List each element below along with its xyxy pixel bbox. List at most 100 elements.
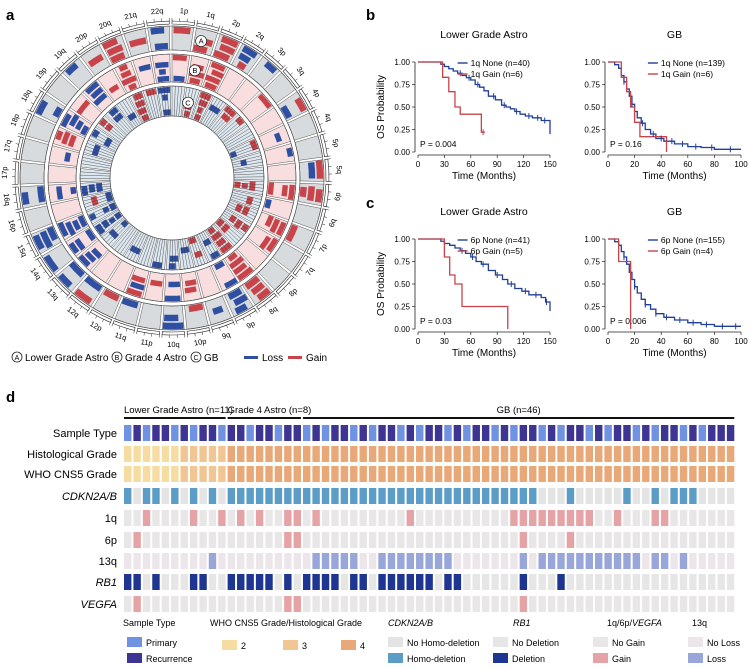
chrom-tick <box>121 26 123 30</box>
cell <box>717 574 725 590</box>
chrom-arc <box>98 29 122 43</box>
chrom-arc <box>42 70 60 91</box>
cell <box>500 446 509 462</box>
ring-tick <box>163 86 167 117</box>
cell <box>218 510 226 526</box>
cell <box>576 553 584 569</box>
cell <box>255 488 264 504</box>
chrom-tick <box>143 20 145 24</box>
x-tick-label: 100 <box>734 160 748 169</box>
cell <box>444 510 452 526</box>
chrom-tick <box>19 226 23 228</box>
chrom-tick <box>49 74 53 78</box>
legend-nogain-swatch <box>593 637 608 647</box>
cell <box>529 446 537 462</box>
chrom-tick <box>219 327 221 331</box>
cell <box>180 532 188 548</box>
ring-tick <box>84 149 114 159</box>
y-tick-label: 0.75 <box>394 81 410 90</box>
cell <box>378 553 386 569</box>
km-plot-b1: Lower Grade Astro 0.00 0.25 0.50 0.75 1.00 0 30… <box>376 29 557 182</box>
cell <box>124 596 132 612</box>
cell <box>585 488 593 504</box>
cell <box>171 596 179 612</box>
cell <box>576 574 584 590</box>
cell <box>623 510 631 526</box>
cnv-segment <box>241 45 258 59</box>
ring-tick <box>214 110 236 133</box>
cell <box>161 574 170 590</box>
chrom-arc <box>220 28 243 41</box>
legend-loss-label: Loss <box>707 654 727 664</box>
cell <box>444 425 452 441</box>
chrom-tick <box>73 301 76 305</box>
cell <box>500 510 509 526</box>
x-tick-label: 40 <box>657 337 666 346</box>
legend-c-text: GB <box>204 353 219 364</box>
chrom-tick <box>209 330 211 334</box>
y-tick-label: 0.75 <box>584 258 600 267</box>
cell <box>378 488 386 504</box>
cnv-segment <box>266 237 279 253</box>
cnv-segment <box>210 250 221 260</box>
cell <box>378 446 386 462</box>
cell <box>133 510 141 526</box>
x-tick-label: 60 <box>683 337 692 346</box>
chrom-tick <box>242 317 245 321</box>
cell <box>199 446 207 462</box>
cnv-segment <box>78 254 91 268</box>
legend-loss-swatch <box>244 356 258 359</box>
cell <box>133 532 141 548</box>
chrom-tick <box>319 230 323 233</box>
cell <box>312 553 320 569</box>
cell <box>557 532 565 548</box>
cell <box>519 425 528 441</box>
cell <box>227 488 236 504</box>
cell <box>491 574 499 590</box>
cell <box>237 596 245 612</box>
cell <box>519 532 528 548</box>
cell <box>623 596 631 612</box>
cell <box>425 466 433 482</box>
cell <box>557 510 565 526</box>
ring-tick <box>210 106 231 130</box>
y-tick-label: 0.50 <box>394 280 410 289</box>
y-tick-label: 0.50 <box>394 103 410 112</box>
cell <box>529 553 537 569</box>
ring-tick <box>189 237 199 267</box>
cell <box>124 553 132 569</box>
cnv-segment <box>220 35 239 49</box>
cell <box>189 532 198 548</box>
legend-gain-swatch <box>593 653 608 663</box>
chrom-label-8p: 8p <box>287 286 299 298</box>
cell <box>302 574 311 590</box>
chrom-tick <box>264 304 267 308</box>
chrom-arc <box>14 161 20 185</box>
ring-tick <box>102 117 126 138</box>
cell <box>604 574 612 590</box>
chrom-tick <box>285 66 288 70</box>
cell <box>293 553 301 569</box>
chrom-tick <box>277 293 281 297</box>
cell <box>566 596 575 612</box>
cell <box>359 574 367 590</box>
cnv-segment <box>120 69 132 79</box>
cell <box>274 488 283 504</box>
cnv-segment <box>259 235 272 250</box>
cell <box>416 510 424 526</box>
cell <box>218 466 226 482</box>
cnv-segment <box>57 221 69 238</box>
ring-tick <box>80 171 111 175</box>
cnv-segment <box>108 106 119 117</box>
x-tick-label: 30 <box>440 337 449 346</box>
cell <box>312 466 320 482</box>
legend-a-circle <box>11 351 23 363</box>
cnv-segment <box>188 303 204 313</box>
chrom-arc <box>136 327 160 335</box>
ring-tick <box>90 135 118 150</box>
cell <box>481 596 490 612</box>
cell <box>585 532 593 548</box>
cnv-segment <box>267 182 275 195</box>
chrom-tick <box>111 323 114 327</box>
